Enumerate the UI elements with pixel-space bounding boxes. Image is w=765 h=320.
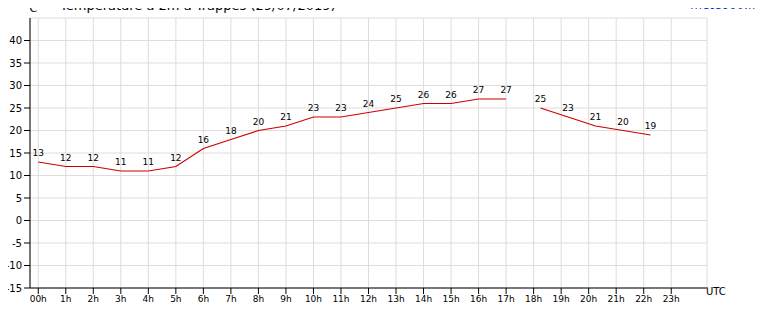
svg-text:40: 40 bbox=[9, 35, 22, 46]
svg-text:11: 11 bbox=[143, 157, 154, 167]
svg-text:16h: 16h bbox=[470, 294, 487, 304]
svg-text:-15: -15 bbox=[8, 283, 22, 294]
svg-text:18: 18 bbox=[225, 126, 237, 136]
svg-text:12: 12 bbox=[170, 153, 181, 163]
svg-text:23h: 23h bbox=[663, 294, 680, 304]
svg-text:12: 12 bbox=[60, 153, 71, 163]
svg-text:17h: 17h bbox=[498, 294, 515, 304]
svg-text:20: 20 bbox=[9, 125, 22, 136]
svg-text:8h: 8h bbox=[253, 294, 264, 304]
svg-text:10: 10 bbox=[9, 170, 22, 181]
svg-text:25: 25 bbox=[9, 103, 22, 114]
svg-text:35: 35 bbox=[9, 58, 22, 69]
svg-text:20: 20 bbox=[253, 117, 265, 127]
svg-text:5h: 5h bbox=[170, 294, 181, 304]
svg-text:19h: 19h bbox=[553, 294, 570, 304]
svg-text:3h: 3h bbox=[115, 294, 126, 304]
svg-text:12h: 12h bbox=[360, 294, 377, 304]
svg-text:23: 23 bbox=[335, 103, 346, 113]
svg-text:20: 20 bbox=[617, 117, 629, 127]
svg-text:1h: 1h bbox=[60, 294, 71, 304]
svg-text:13h: 13h bbox=[387, 294, 404, 304]
svg-text:19: 19 bbox=[645, 121, 657, 131]
svg-text:6h: 6h bbox=[198, 294, 209, 304]
svg-text:20h: 20h bbox=[580, 294, 597, 304]
svg-text:18h: 18h bbox=[525, 294, 542, 304]
svg-text:14h: 14h bbox=[415, 294, 432, 304]
svg-text:21: 21 bbox=[280, 112, 291, 122]
svg-text:23: 23 bbox=[308, 103, 319, 113]
svg-text:26: 26 bbox=[418, 90, 430, 100]
svg-text:0: 0 bbox=[16, 215, 22, 226]
svg-text:10h: 10h bbox=[305, 294, 322, 304]
svg-text:9h: 9h bbox=[280, 294, 291, 304]
svg-text:26: 26 bbox=[445, 90, 457, 100]
svg-text:5: 5 bbox=[16, 193, 22, 204]
svg-text:21: 21 bbox=[590, 112, 601, 122]
svg-text:25: 25 bbox=[535, 94, 546, 104]
svg-text:4h: 4h bbox=[143, 294, 154, 304]
svg-text:11: 11 bbox=[115, 157, 126, 167]
html-text:°C: °C bbox=[24, 2, 38, 15]
svg-text:27: 27 bbox=[473, 85, 484, 95]
svg-text:25: 25 bbox=[390, 94, 401, 104]
svg-text:00h: 00h bbox=[30, 294, 47, 304]
svg-text:-5: -5 bbox=[12, 238, 22, 249]
svg-text:15: 15 bbox=[9, 148, 22, 159]
svg-text:11h: 11h bbox=[332, 294, 349, 304]
svg-text:2h: 2h bbox=[88, 294, 99, 304]
svg-text:7h: 7h bbox=[225, 294, 236, 304]
html-text:UTC: UTC bbox=[706, 286, 726, 297]
svg-text:13: 13 bbox=[33, 148, 44, 158]
svg-text:24: 24 bbox=[363, 99, 375, 109]
svg-text:16: 16 bbox=[198, 135, 210, 145]
svg-text:22h: 22h bbox=[635, 294, 652, 304]
svg-text:21h: 21h bbox=[608, 294, 625, 304]
svg-text:12: 12 bbox=[88, 153, 99, 163]
svg-text:-10: -10 bbox=[8, 260, 22, 271]
svg-text:23: 23 bbox=[562, 103, 573, 113]
svg-text:27: 27 bbox=[500, 85, 511, 95]
svg-text:15h: 15h bbox=[442, 294, 459, 304]
svg-text:30: 30 bbox=[9, 80, 22, 91]
